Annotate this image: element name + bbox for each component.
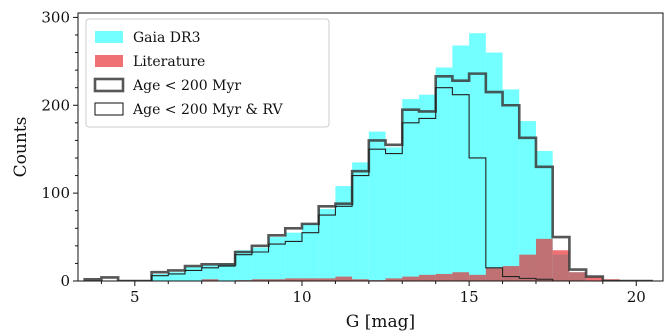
legend-swatch-gaia-dr3 [95,31,123,43]
bar-gaia-dr3 [418,94,436,281]
bar-literature [318,278,336,281]
bar-gaia-dr3 [268,237,286,281]
x-tick-label: 5 [130,288,140,306]
bar-literature [502,266,520,281]
bar-literature [586,276,603,281]
legend-label-age-200-myr-rv: Age < 200 Myr & RV [132,102,284,118]
bar-gaia-dr3 [469,33,486,281]
x-tick-label: 10 [292,288,311,306]
bar-gaia-dr3 [218,263,236,281]
bar-literature [485,267,503,281]
bar-literature [335,276,353,281]
series-literature [201,238,620,281]
bar-gaia-dr3 [151,273,169,281]
bar-literature [352,279,369,281]
legend-swatch-age-200-myr-rv [94,102,124,116]
legend-label-literature: Literature [133,54,205,70]
bar-gaia-dr3 [452,45,470,281]
bar-gaia-dr3 [184,266,202,281]
bar-literature [251,279,269,281]
bar-gaia-dr3 [318,208,336,281]
bar-gaia-dr3 [485,52,503,281]
bar-gaia-dr3 [435,67,453,281]
bar-literature [201,279,219,281]
y-tick-label: 0 [60,272,70,290]
bar-literature [435,273,453,281]
bar-gaia-dr3 [335,186,353,281]
y-tick-label: 200 [41,96,70,114]
bar-literature [385,278,403,281]
legend-swatch-age-200-myr [93,77,125,93]
bar-literature [535,238,553,281]
bar-literature [285,278,302,281]
bar-literature [268,279,286,281]
legend-label-age-200-myr: Age < 200 Myr [132,78,241,94]
bar-literature [301,278,319,281]
x-tick-label: 20 [627,288,646,306]
legend-box [85,18,330,128]
y-tick-label: 300 [41,8,70,26]
bar-gaia-dr3 [235,250,252,281]
plot-inner [83,33,653,281]
bar-gaia-dr3 [168,272,185,281]
bar-gaia-dr3 [385,147,403,281]
series-gaia-dr3 [151,33,587,281]
bar-gaia-dr3 [519,121,536,281]
y-tick-label: 100 [41,184,70,202]
bar-gaia-dr3 [251,247,269,281]
bar-gaia-dr3 [502,89,520,281]
legend-label-gaia-dr3: Gaia DR3 [133,30,200,46]
bar-literature [569,272,587,281]
bar-gaia-dr3 [285,232,302,281]
legend: Gaia DR3 Literature Age < 200 Myr Age < 200… [85,18,330,128]
bar-literature [552,250,570,281]
bar-literature [402,276,419,281]
bar-literature [519,254,536,281]
y-axis-title: Counts [11,117,31,178]
x-axis-title: G [mag] [346,312,415,331]
bar-gaia-dr3 [368,131,386,281]
bar-gaia-dr3 [402,99,419,281]
bar-gaia-dr3 [301,223,319,281]
bar-literature [469,274,486,281]
bar-literature [452,272,470,281]
bar-literature [418,274,436,281]
legend-swatch-literature [95,55,123,67]
x-tick-label: 15 [460,288,479,306]
bar-gaia-dr3 [352,162,369,281]
step-line-age-200-myr-rv [84,87,653,281]
bar-gaia-dr3 [201,265,219,281]
plot-area [83,33,653,281]
plot-frame [77,12,664,282]
